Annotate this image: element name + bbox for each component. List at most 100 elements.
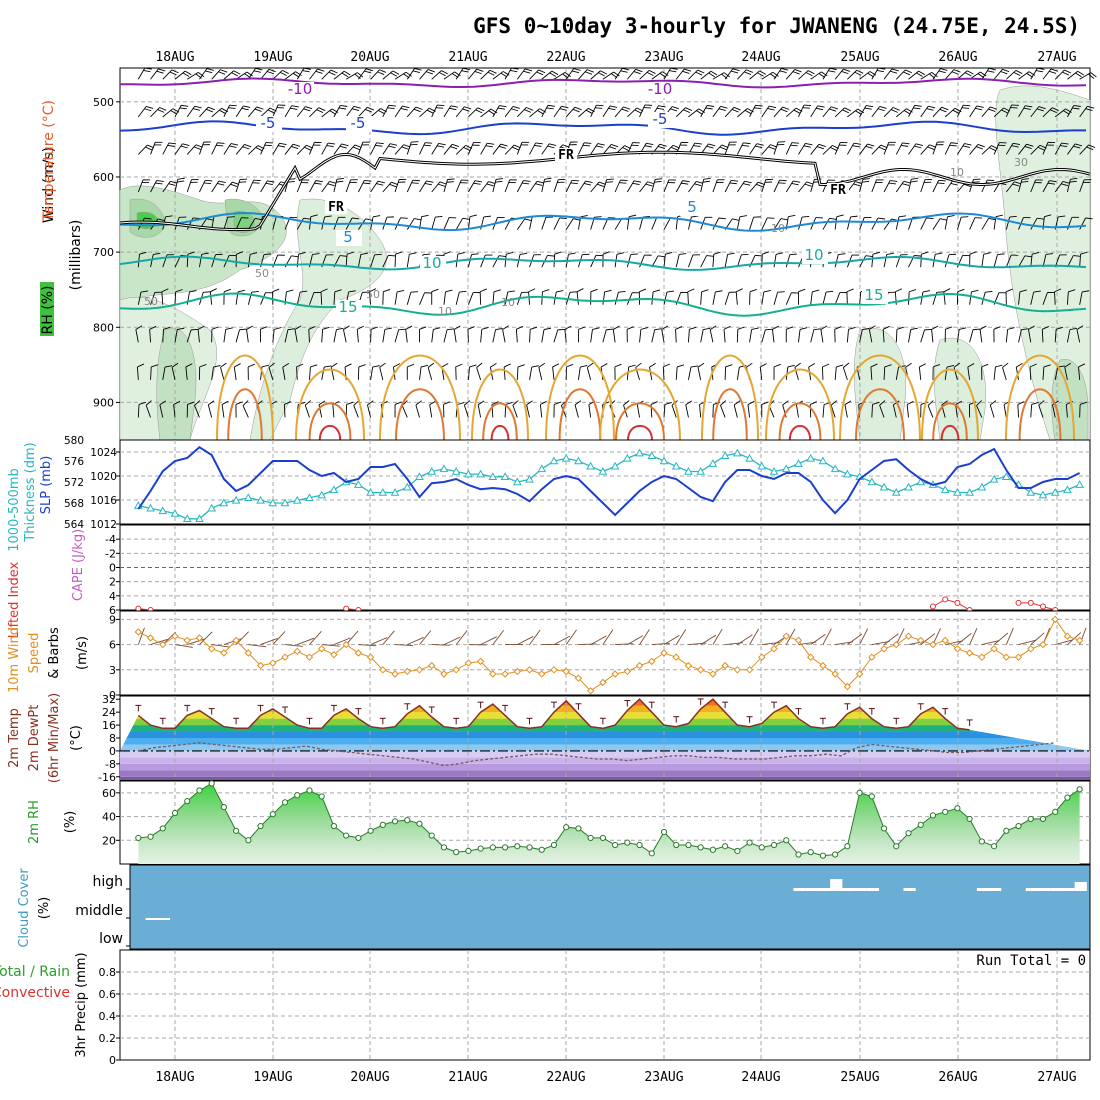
wind-barb-flag <box>336 327 344 330</box>
wind-barb <box>1042 180 1050 193</box>
wind-barb-flag <box>867 143 875 147</box>
wind-barb <box>920 179 926 193</box>
label-bg <box>827 183 849 197</box>
wind-barb <box>504 404 507 418</box>
wind-barb-flag <box>389 143 398 146</box>
top-date-label: 23AUG <box>644 50 683 65</box>
wind-barb-flag <box>330 69 338 74</box>
wind-barb-flag <box>546 107 554 110</box>
wind-barb-flag <box>918 70 926 76</box>
wind-barb <box>515 329 518 343</box>
wind-barb-flag <box>511 146 519 151</box>
data-point <box>403 667 411 676</box>
wind-barb-flag <box>790 144 798 147</box>
wind-barb-flag <box>592 327 600 330</box>
wind-barb <box>260 180 268 193</box>
wind-barb-flag <box>1013 71 1021 76</box>
wind-barb-flag <box>310 214 318 218</box>
wind-barb <box>345 72 358 80</box>
wind-barb-flag <box>315 180 323 183</box>
data-point <box>758 653 766 661</box>
wind-barb-flag <box>782 400 789 406</box>
wind-barb-flag <box>993 326 1001 330</box>
wind-barb-flag <box>336 180 344 183</box>
wind-barb <box>847 69 858 80</box>
wind-barb-flag <box>620 70 628 73</box>
wind-barb-flag <box>963 183 971 188</box>
wind-barb-flag <box>888 182 896 185</box>
wind-barb-flag <box>1088 144 1096 149</box>
cloud-level-label: low <box>99 931 123 947</box>
data-point <box>929 603 936 610</box>
rh-unit-label: (%) <box>63 811 78 834</box>
data-point <box>416 820 423 827</box>
wind-barb-flag <box>156 70 164 74</box>
wind-barb-flag <box>367 106 375 111</box>
wind-barb-flag <box>220 69 228 73</box>
temperature-contour-label: 10 <box>422 254 441 272</box>
wind-barb-flag <box>400 217 408 219</box>
wind-barb <box>294 329 298 343</box>
wind-barb <box>541 329 545 343</box>
slp-tick-label: 1024 <box>90 447 117 459</box>
data-point <box>978 653 986 661</box>
surface-wind-barb <box>712 628 723 645</box>
wind-barb <box>174 291 177 305</box>
wind-barb-flag <box>378 109 385 115</box>
wind-barb <box>541 179 545 193</box>
surface-wind-barb <box>272 631 286 645</box>
data-point <box>367 827 374 834</box>
data-point <box>781 464 791 473</box>
wind-barb-flag <box>439 181 447 185</box>
wind-barb-flag <box>372 365 380 368</box>
wind-barb-flag <box>657 146 665 149</box>
wind-barb-flag <box>542 289 550 293</box>
thickness-tick-label: 568 <box>64 498 84 510</box>
surface-wind-barb <box>260 638 278 646</box>
wind-barb <box>773 292 779 305</box>
surface-wind-barb <box>883 633 899 645</box>
wind-barb-flag <box>338 107 346 110</box>
wind-barb-flag <box>687 288 695 293</box>
wind-barb-flag <box>1069 327 1078 330</box>
wind-barb-flag <box>830 106 839 110</box>
data-point <box>439 464 449 473</box>
wind-barb-flag <box>291 105 299 108</box>
wind-barb-flag <box>341 72 349 78</box>
wind-barb-flag <box>362 182 371 185</box>
wind-barb <box>468 107 479 118</box>
surface-wind-barb <box>407 636 424 646</box>
wind-barb-flag <box>469 364 477 368</box>
wind-barb-flag <box>648 70 656 74</box>
data-point <box>648 850 655 857</box>
wind-barb-flag <box>205 179 213 182</box>
wind-barb <box>415 404 420 418</box>
wind-barb <box>282 366 286 380</box>
wind-barb-flag <box>767 217 775 219</box>
data-point <box>268 498 278 507</box>
surface-wind-barb <box>174 644 193 648</box>
wind-barb-flag <box>211 326 219 330</box>
wind-barb-flag <box>926 217 934 219</box>
wind-barb-flag <box>225 327 233 330</box>
wind-barb <box>859 329 863 343</box>
wind-barb <box>1030 67 1038 80</box>
wind-barb-flag <box>357 325 364 330</box>
wind-barb-flag <box>1038 400 1045 406</box>
wind-barb-flag <box>340 105 348 107</box>
wind-barb-flag <box>455 363 463 368</box>
data-point <box>599 834 606 842</box>
isotherm-20 <box>839 354 921 441</box>
surface-wind-barb <box>590 635 607 645</box>
wind-barb-flag <box>585 71 593 75</box>
data-point <box>269 811 276 818</box>
wind-barb <box>1065 404 1068 418</box>
wind-barb-flag <box>844 400 852 406</box>
wind-barb-flag <box>405 325 413 330</box>
wind-barb-flag <box>487 142 495 145</box>
wind-barb-flag <box>957 288 965 293</box>
wind-barb-flag <box>234 363 241 368</box>
label-bg <box>346 116 372 132</box>
wind-barb-flag <box>1001 109 1009 114</box>
